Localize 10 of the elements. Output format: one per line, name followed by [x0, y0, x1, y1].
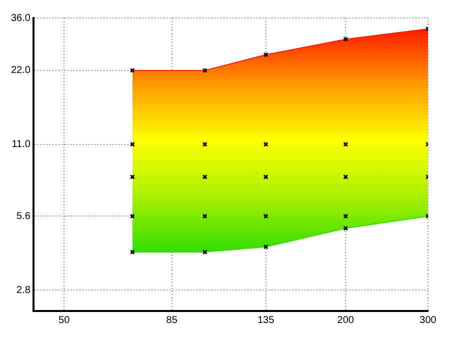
x-tick-label: 300	[420, 314, 437, 326]
y-tick-label: 22.0	[10, 65, 31, 76]
y-tick-label: 5.6	[16, 210, 31, 222]
y-tick-label: 2.8	[16, 284, 31, 296]
x-tick-label: 200	[337, 314, 354, 326]
x-tick-label: 135	[257, 314, 275, 326]
x-tick-label: 85	[166, 314, 178, 326]
x-tick-label: 50	[58, 314, 70, 326]
y-tick-label: 36.0	[10, 12, 31, 24]
y-tick-label: 11.0	[12, 139, 31, 150]
